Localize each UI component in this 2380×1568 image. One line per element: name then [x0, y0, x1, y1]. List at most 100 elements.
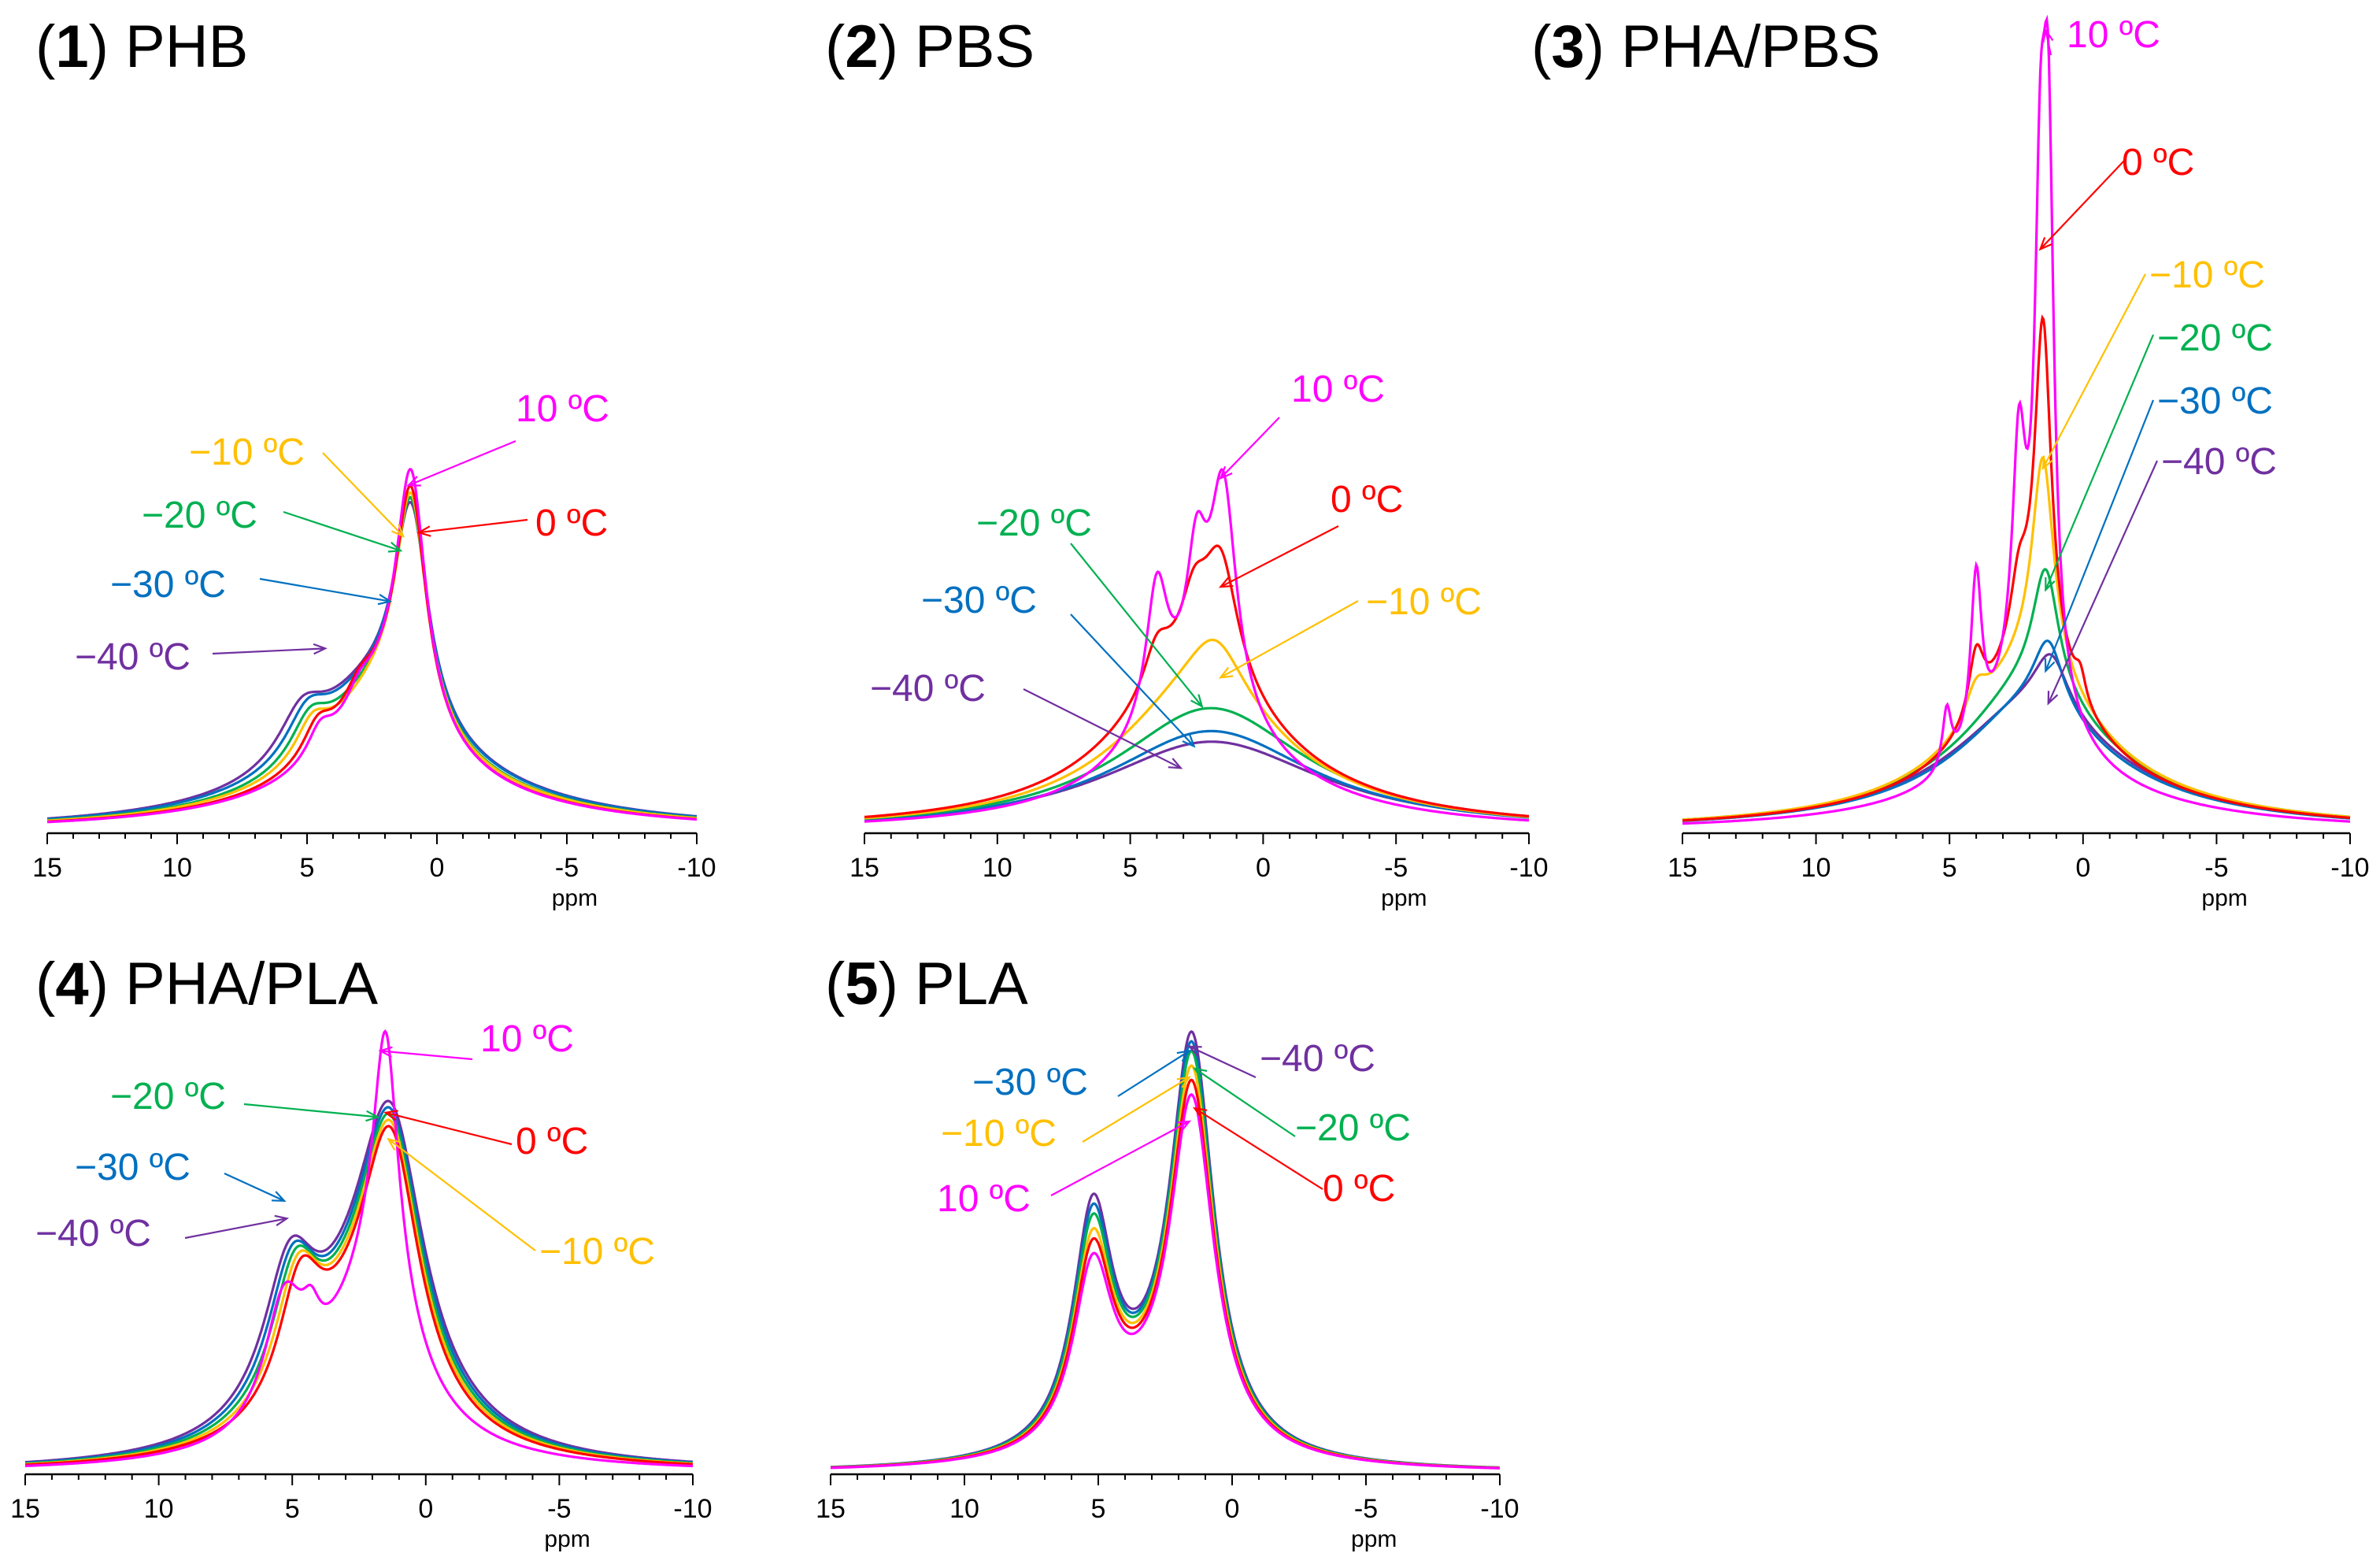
annotation-leader-line — [387, 1138, 536, 1251]
x-tick-label: 5 — [300, 853, 315, 883]
x-tick-label: 10 — [162, 853, 192, 883]
annotation-arrowhead — [1187, 1045, 1202, 1057]
series-line-1 — [831, 1093, 1500, 1470]
annotation-leader-line — [1220, 600, 1359, 679]
annotation-arrowhead — [1176, 1049, 1191, 1062]
annotation-arrowhead — [1218, 666, 1234, 679]
x-tick-label: 5 — [1123, 853, 1138, 883]
x-tick-label: 0 — [418, 1494, 433, 1524]
x-tick-label: -5 — [1384, 853, 1408, 883]
series-line-2 — [864, 544, 1530, 818]
x-tick-label: 15 — [1667, 853, 1697, 883]
annotation-leader-line — [380, 1050, 473, 1061]
annotation-label: 10 ºC — [1291, 369, 1385, 410]
series-line-1 — [864, 468, 1529, 823]
annotation-arrowhead — [1176, 1120, 1192, 1132]
x-tick-label: -10 — [673, 1494, 712, 1524]
panel-2-title-name: PBS — [915, 13, 1035, 80]
x-tick-label: -5 — [547, 1494, 571, 1524]
x-axis-unit: ppm — [1351, 1526, 1397, 1552]
annotation-label: 10 ºC — [480, 1018, 574, 1060]
x-axis-unit: ppm — [2201, 885, 2247, 911]
annotation-arrowhead — [2045, 576, 2056, 592]
annotation-label: −30 ºC — [110, 564, 226, 606]
annotation-label: 10 ºC — [2067, 14, 2160, 56]
annotation-label: 0 ºC — [1331, 479, 1403, 521]
annotation-label: −40 ºC — [2161, 441, 2277, 483]
x-axis-unit: ppm — [1381, 885, 1427, 911]
series-line-6 — [24, 1099, 694, 1464]
x-tick-label: -10 — [677, 853, 716, 883]
annotation-arrowhead — [1218, 576, 1234, 588]
annotation-arrowhead — [378, 1046, 393, 1058]
series-line-4 — [24, 1112, 694, 1465]
panel-4-title: (4) PHA/PLA — [35, 951, 378, 1018]
panel-3-pha-pbs: 15 10 5 0 -5 -10 ppm 10 ºC 0 ºC −10 ºC −20 ºC −30 º… — [1667, 14, 2369, 911]
series-line-1 — [46, 468, 698, 824]
annotation-leader-line — [2045, 334, 2155, 591]
x-tick-label: 5 — [285, 1494, 300, 1524]
annotation-arrowhead — [387, 1137, 402, 1151]
annotation-leader-line — [1194, 1107, 1323, 1190]
annotation-arrowhead — [390, 524, 405, 538]
annotation-arrowhead — [1182, 734, 1196, 748]
x-tick-label: 0 — [2075, 853, 2090, 883]
panel-2-pbs: 15 10 5 0 -5 -10 ppm 10 ºC 0 ºC −10 ºC −20 ºC −30 º… — [849, 369, 1548, 911]
annotation-arrowhead — [2042, 28, 2054, 43]
panel-2-title: (2) PBS — [825, 13, 1035, 80]
x-tick-label: 5 — [1942, 853, 1957, 883]
panel-3-title-number: 3 — [1551, 13, 1584, 80]
annotation-arrowhead — [365, 1110, 380, 1122]
annotation-label: −40 ºC — [75, 636, 191, 678]
x-tick-label: -10 — [1509, 853, 1548, 883]
annotation-arrowhead — [406, 476, 421, 487]
annotation-label: −40 ºC — [870, 668, 986, 710]
annotation-arrowhead — [2038, 237, 2052, 251]
annotation-arrowhead — [416, 525, 431, 537]
x-tick-label: 15 — [816, 1494, 846, 1524]
x-tick-label: 5 — [1091, 1494, 1106, 1524]
annotation-label: −30 ºC — [75, 1147, 191, 1188]
panel-3-title: (3) PHA/PBS — [1531, 13, 1881, 80]
annotation-label: −40 ºC — [35, 1213, 151, 1255]
annotation-label: 0 ºC — [516, 1121, 588, 1162]
annotation-leader-line — [1117, 1050, 1190, 1097]
annotation-leader-line — [224, 1172, 285, 1202]
panel-1-phb: 15 10 5 0 -5 -10 ppm 10 ºC 0 ºC −10 ºC −20 ºC −30 º… — [32, 388, 716, 911]
series-line-3 — [46, 491, 698, 822]
annotation-arrowhead — [1168, 758, 1183, 769]
annotation-arrowhead — [313, 643, 328, 655]
annotation-leader-line — [1023, 688, 1182, 769]
annotation-label: −30 ºC — [2157, 380, 2273, 422]
annotation-arrowhead — [1193, 1067, 1208, 1080]
annotation-label: −10 ºC — [189, 432, 305, 473]
annotation-label: −20 ºC — [142, 495, 257, 536]
annotation-arrowhead — [1190, 694, 1204, 709]
x-tick-label: 15 — [849, 853, 879, 883]
annotation-arrowhead — [2047, 691, 2059, 706]
annotation-leader-line — [418, 518, 528, 534]
panel-1-title: (1) PHB — [35, 13, 248, 80]
series-line-5 — [1682, 639, 2351, 822]
annotation-arrowhead — [383, 1110, 398, 1121]
annotation-arrowhead — [1176, 1076, 1192, 1088]
series-line-2 — [1682, 314, 2351, 822]
annotation-label: −40 ºC — [1260, 1038, 1375, 1080]
annotation-leader-line — [1189, 1045, 1257, 1078]
annotation-leader-line — [1082, 1077, 1190, 1143]
x-tick-label: 15 — [10, 1494, 40, 1524]
annotation-label: −20 ºC — [1295, 1107, 1411, 1149]
series-line-3 — [1682, 455, 2351, 821]
x-tick-label: -5 — [1354, 1494, 1378, 1524]
annotation-label: 0 ºC — [2122, 142, 2194, 183]
annotation-label: 0 ºC — [1323, 1168, 1395, 1210]
annotation-arrowhead — [1193, 1106, 1208, 1119]
panel-1-title-name: PHB — [125, 13, 248, 80]
panel-3-title-name: PHA/PBS — [1621, 13, 1880, 80]
series-line-5 — [24, 1106, 693, 1465]
annotation-label: −20 ºC — [110, 1076, 226, 1118]
series-line-6 — [1682, 653, 2351, 822]
x-tick-label: 0 — [430, 853, 445, 883]
panel-4-title-name: PHA/PLA — [125, 951, 378, 1018]
